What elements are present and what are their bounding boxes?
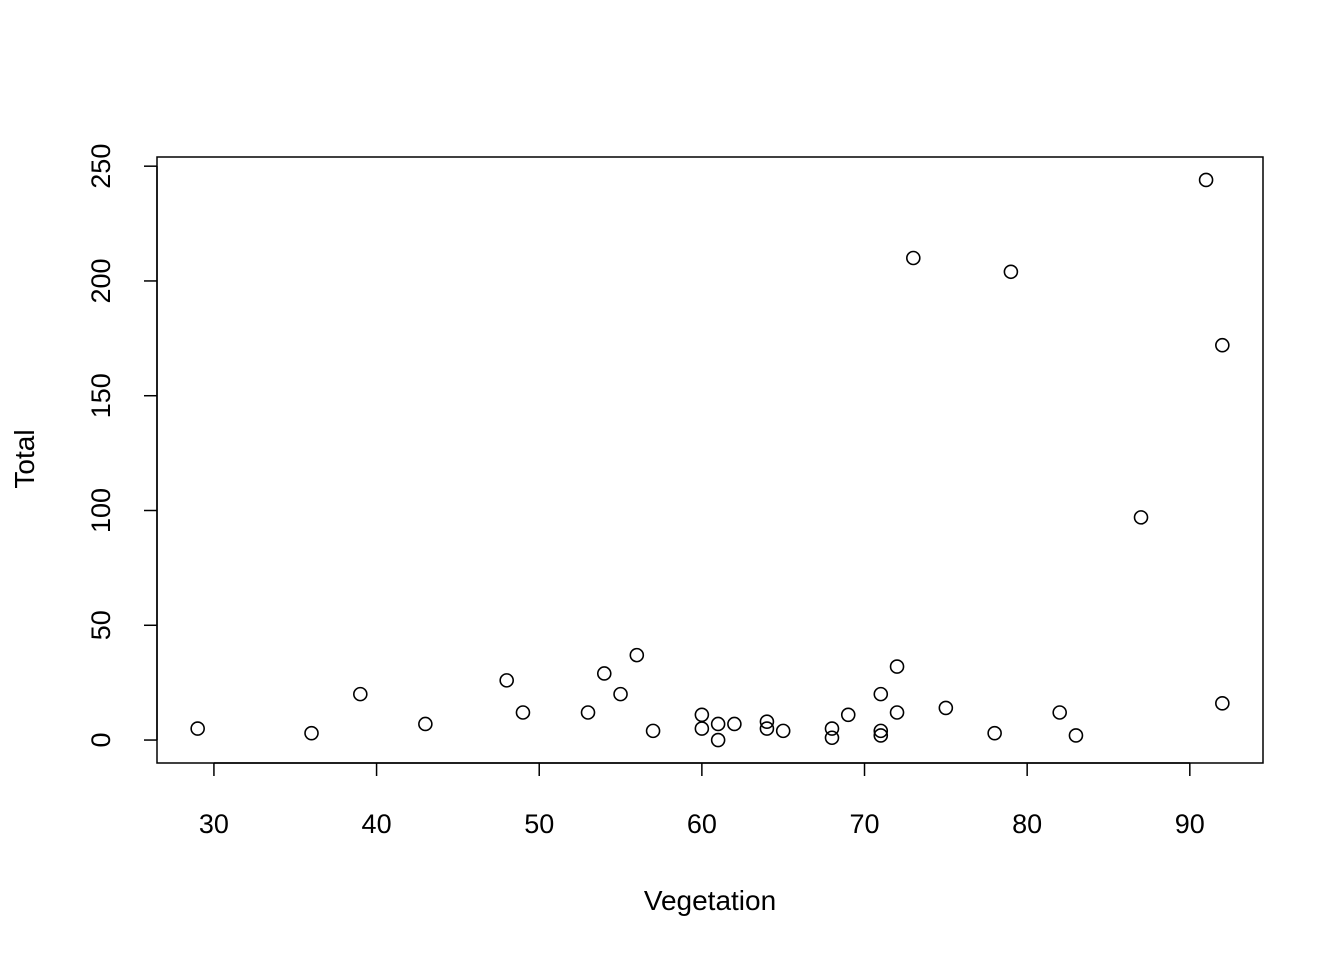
data-point xyxy=(596,666,612,681)
data-point xyxy=(694,721,710,736)
data-point xyxy=(499,673,514,688)
data-point xyxy=(906,250,921,266)
data-point xyxy=(645,723,661,739)
y-tick-label: 50 xyxy=(86,610,116,640)
data-point xyxy=(889,659,905,674)
x-tick-label: 50 xyxy=(524,809,554,839)
data-point xyxy=(1215,696,1230,711)
data-point xyxy=(1068,728,1084,743)
data-point xyxy=(1215,337,1230,353)
data-point xyxy=(889,705,905,720)
x-tick-label: 30 xyxy=(199,809,229,839)
data-point xyxy=(873,686,889,702)
data-point xyxy=(190,721,205,736)
data-point xyxy=(353,686,368,702)
x-axis-title: Vegetation xyxy=(644,885,776,916)
x-tick-label: 90 xyxy=(1175,809,1205,839)
data-points xyxy=(190,172,1230,748)
data-point xyxy=(873,723,889,739)
data-point xyxy=(938,700,954,716)
data-point xyxy=(873,728,889,743)
y-tick-label: 200 xyxy=(86,258,116,303)
data-point xyxy=(304,725,319,741)
y-tick-label: 150 xyxy=(86,373,116,418)
data-point xyxy=(759,721,775,736)
data-point xyxy=(1133,510,1149,525)
y-axis: 0 50 100 150 200 250 xyxy=(86,144,158,748)
y-tick-label: 100 xyxy=(86,488,116,533)
y-tick-label: 250 xyxy=(86,144,116,189)
data-point xyxy=(694,707,710,723)
data-point xyxy=(418,716,433,732)
data-point xyxy=(840,707,856,723)
x-tick-label: 60 xyxy=(687,809,717,839)
plot-area-border xyxy=(156,156,1264,764)
data-point xyxy=(613,686,628,702)
data-point xyxy=(1052,705,1067,720)
data-point xyxy=(759,714,775,729)
data-point xyxy=(1198,172,1214,188)
data-point xyxy=(515,705,531,720)
data-point xyxy=(1003,264,1019,280)
data-point xyxy=(629,647,645,663)
data-point xyxy=(727,716,742,732)
y-tick-label: 0 xyxy=(86,733,116,748)
x-tick-label: 70 xyxy=(849,809,879,839)
x-tick-label: 40 xyxy=(362,809,392,839)
y-axis-title: Total xyxy=(9,429,40,488)
data-point xyxy=(824,730,840,746)
data-point xyxy=(710,732,726,748)
data-point xyxy=(824,721,840,736)
x-tick-label: 80 xyxy=(1012,809,1042,839)
data-point xyxy=(710,716,726,732)
data-point xyxy=(775,723,791,739)
x-axis: 30 40 50 60 70 80 90 xyxy=(199,762,1205,839)
data-point xyxy=(580,705,596,720)
data-point xyxy=(987,725,1002,741)
